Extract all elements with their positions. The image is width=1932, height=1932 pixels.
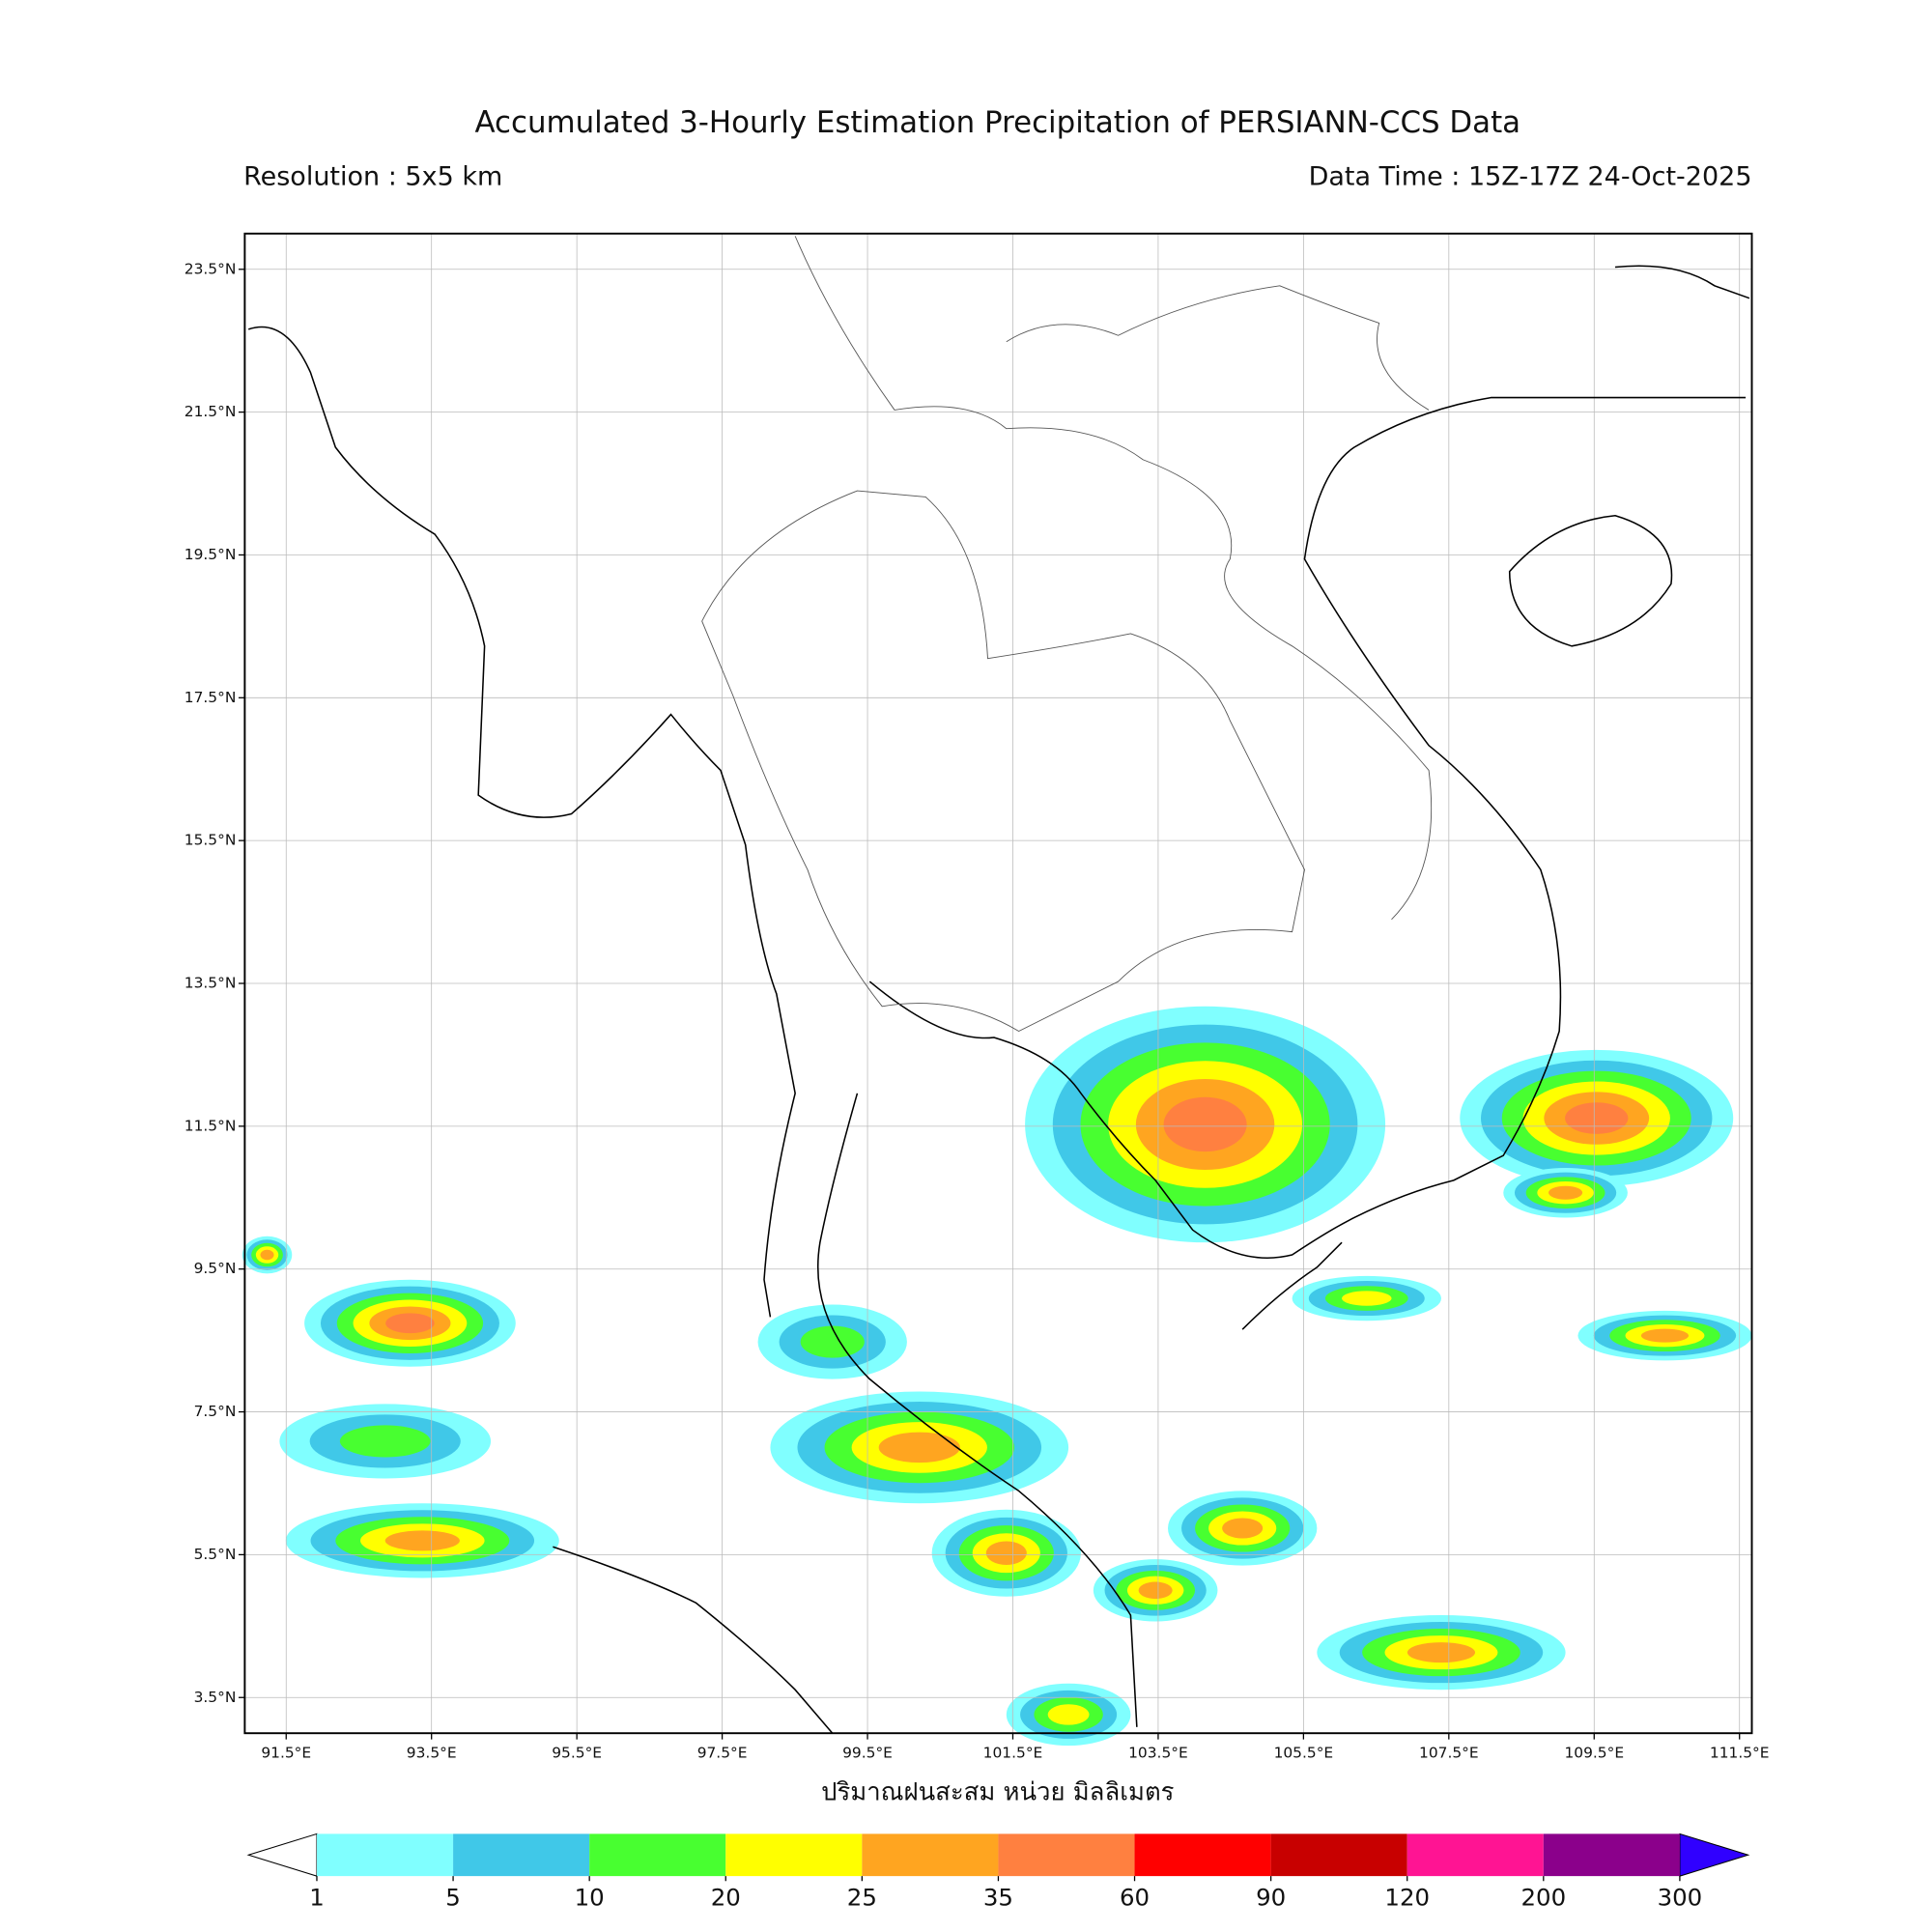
colorbar-segment — [453, 1833, 590, 1877]
colorbar-segment — [1270, 1833, 1407, 1877]
x-tick-label: 103.5°E — [1128, 1744, 1188, 1761]
colorbar-tick-label: 25 — [847, 1883, 877, 1911]
island — [1508, 514, 1673, 647]
country-border — [794, 236, 1433, 921]
colorbar-tick-label: 200 — [1521, 1883, 1567, 1911]
coastline — [868, 396, 1747, 1259]
coastlines — [247, 265, 1750, 1734]
rain-area — [985, 1541, 1027, 1565]
colorbar-tick-label: 120 — [1384, 1883, 1430, 1911]
data-time: Data Time : 15Z-17Z 24-Oct-2025 — [1309, 161, 1752, 191]
rain-area — [1163, 1096, 1247, 1152]
rain-area — [1565, 1102, 1629, 1134]
colorbar-tick-label: 5 — [445, 1883, 461, 1911]
x-tick-label: 105.5°E — [1274, 1744, 1334, 1761]
rain-area — [1222, 1518, 1264, 1539]
x-tick-label: 111.5°E — [1710, 1744, 1770, 1761]
y-tick-label: 9.5°N — [194, 1260, 237, 1277]
rain-area — [1406, 1642, 1476, 1663]
coastline — [1614, 265, 1750, 299]
rain-area — [1548, 1185, 1583, 1200]
coastline — [1241, 1241, 1343, 1330]
country-border — [1006, 285, 1430, 411]
colorbar-tick-label: 20 — [711, 1883, 741, 1911]
rain-area — [1138, 1581, 1173, 1600]
y-tick-label: 5.5°N — [194, 1546, 237, 1563]
title: Accumulated 3-Hourly Estimation Precipit… — [474, 105, 1520, 140]
rain-area — [339, 1425, 431, 1458]
colorbar-segment — [1134, 1833, 1271, 1877]
colorbar-segment — [316, 1833, 454, 1877]
y-tick-label: 3.5°N — [194, 1689, 237, 1706]
colorbar-tick-label: 35 — [983, 1883, 1013, 1911]
y-tick-label: 13.5°N — [185, 975, 237, 992]
x-tick-label: 109.5°E — [1564, 1744, 1624, 1761]
x-tick-label: 91.5°E — [261, 1744, 311, 1761]
colorbar-segment — [589, 1833, 726, 1877]
x-tick-label: 101.5°E — [983, 1744, 1043, 1761]
borders — [701, 236, 1433, 1033]
colorbar-segment — [725, 1833, 863, 1877]
coastline — [553, 1546, 834, 1734]
colorbar-segment — [1406, 1833, 1544, 1877]
y-tick-label: 15.5°N — [185, 832, 237, 849]
colorbar-under — [246, 1833, 318, 1877]
grid — [244, 233, 1752, 1734]
colorbar-segment — [862, 1833, 999, 1877]
y-tick-label: 11.5°N — [185, 1117, 237, 1134]
coastline — [247, 326, 796, 1318]
colorbar-segment — [1543, 1833, 1680, 1877]
rain-area — [800, 1325, 865, 1358]
x-tick-label: 107.5°E — [1419, 1744, 1479, 1761]
colorbar-label: ปริมาณฝนสะสม หน่วย มิลลิเมตร — [821, 1777, 1175, 1806]
rain-area — [385, 1313, 435, 1334]
colorbar: 1 5 10 20 25 35 60 90 120 200 300 — [246, 1833, 1750, 1911]
rain-area — [1640, 1328, 1690, 1343]
y-tick-label: 17.5°N — [185, 689, 237, 706]
rain-area — [878, 1432, 960, 1463]
colorbar-tick-label: 1 — [309, 1883, 325, 1911]
colorbar-segment — [998, 1833, 1135, 1877]
y-tick-label: 19.5°N — [185, 546, 237, 563]
rain-area — [1342, 1291, 1392, 1306]
colorbar-tick-label: 300 — [1658, 1883, 1703, 1911]
y-tick-label: 7.5°N — [194, 1403, 237, 1420]
x-tick-label: 95.5°E — [552, 1744, 602, 1761]
colorbar-tick-label: 90 — [1256, 1883, 1286, 1911]
axes: 91.5°E 93.5°E 95.5°E 97.5°E 99.5°E 101.5°E 103… — [185, 260, 1770, 1761]
rain-layer — [242, 1006, 1752, 1747]
x-tick-label: 99.5°E — [842, 1744, 893, 1761]
x-tick-label: 97.5°E — [697, 1744, 748, 1761]
country-border — [701, 490, 1305, 1033]
colorbar-over — [1679, 1833, 1750, 1877]
colorbar-tick-label: 60 — [1120, 1883, 1150, 1911]
y-tick-label: 23.5°N — [185, 260, 237, 277]
coastline — [816, 1093, 1138, 1727]
colorbar-tick-label: 10 — [575, 1883, 605, 1911]
rain-area — [384, 1530, 460, 1551]
rain-area — [1047, 1704, 1090, 1725]
resolution: Resolution : 5x5 km — [243, 161, 502, 191]
x-tick-label: 93.5°E — [407, 1744, 457, 1761]
y-tick-label: 21.5°N — [185, 403, 237, 420]
rain-area — [260, 1249, 274, 1261]
